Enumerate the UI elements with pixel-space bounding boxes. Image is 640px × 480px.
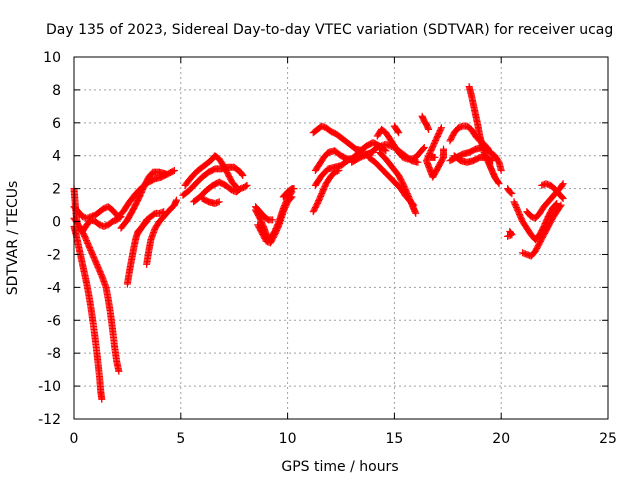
y-tick-label: 4	[52, 149, 61, 165]
data-point	[558, 194, 566, 202]
data-point	[419, 144, 427, 152]
y-tick-label: -8	[47, 346, 61, 362]
data-point	[162, 170, 170, 178]
data-point	[556, 202, 564, 210]
series-arc-33	[465, 83, 503, 188]
series-arc-40	[538, 180, 567, 203]
y-tick-label: 8	[52, 83, 61, 99]
data-point	[98, 395, 106, 403]
series-arc-25	[375, 148, 420, 217]
series-arc-34	[450, 152, 497, 166]
series-arc-39	[523, 180, 567, 222]
series-arc-36	[504, 227, 516, 240]
axis-ticks: 0 5 10 15 20 25 -12 -10 -8 -6 -4 -2 0 2 4 6 8 10	[38, 50, 617, 447]
y-tick-label: 10	[43, 50, 61, 66]
data-point	[288, 193, 296, 201]
data-point	[559, 180, 567, 188]
y-tick-label: -10	[38, 379, 61, 395]
data-point	[507, 189, 515, 197]
data-point	[394, 128, 402, 136]
data-point	[73, 219, 81, 227]
series-arc-13	[190, 178, 251, 206]
data-point	[489, 157, 497, 165]
data-point	[440, 145, 448, 153]
x-tick-label: 10	[279, 431, 297, 447]
y-tick-label: -4	[47, 280, 61, 296]
data-point	[169, 167, 177, 175]
series-arc-18	[279, 185, 298, 201]
x-tick-label: 0	[70, 431, 79, 447]
data-point	[558, 181, 566, 189]
data-point	[395, 129, 403, 137]
data-point	[508, 190, 516, 198]
series-arc-03	[70, 222, 106, 403]
series-arc-35	[504, 185, 516, 198]
series-arc-30	[422, 124, 448, 181]
series-arc-09	[143, 196, 181, 268]
y-tick-label: -12	[38, 412, 61, 428]
series-arc-22	[309, 167, 343, 216]
data-point	[412, 209, 420, 217]
data-marks	[70, 83, 567, 403]
data-point	[239, 171, 247, 179]
data-point	[215, 198, 223, 206]
series-arc-16	[254, 193, 296, 247]
data-point	[414, 158, 422, 166]
data-point	[287, 194, 295, 202]
series-arc-17	[252, 203, 277, 224]
data-point	[487, 156, 495, 164]
series-arc-37	[510, 198, 561, 244]
x-tick-label: 5	[176, 431, 185, 447]
plot-frame	[73, 56, 609, 420]
data-point	[494, 179, 502, 187]
series-arc-04	[76, 224, 123, 375]
series-arc-19	[309, 122, 366, 155]
data-point	[557, 201, 565, 209]
data-point	[497, 167, 505, 175]
data-point	[504, 232, 512, 240]
series-arc-07	[117, 168, 170, 232]
data-point	[269, 216, 277, 224]
data-point	[243, 181, 251, 189]
y-tick-label: 2	[52, 182, 61, 198]
y-tick-label: -6	[47, 313, 61, 329]
data-point	[170, 167, 178, 175]
y-tick-label: -2	[47, 247, 61, 263]
chart-title: Day 135 of 2023, Sidereal Day-to-day VTE…	[46, 22, 613, 38]
data-point	[420, 144, 428, 151]
data-point	[160, 208, 168, 216]
data-point	[431, 153, 439, 161]
data-point	[173, 196, 181, 204]
series-arc-10	[134, 208, 168, 237]
data-point	[238, 170, 246, 178]
series-arc-12	[179, 163, 247, 199]
series-arc-26	[373, 125, 428, 163]
series-arc-38	[519, 201, 565, 260]
data-point	[290, 185, 298, 193]
x-tick-label: 25	[599, 431, 617, 447]
y-tick-label: 0	[52, 215, 61, 231]
series-arc-14	[198, 195, 223, 207]
x-tick-label: 15	[385, 431, 403, 447]
data-point	[242, 182, 250, 190]
series-arc-27	[390, 122, 403, 137]
data-point	[552, 200, 560, 208]
data-point	[335, 167, 343, 175]
series-arc-05	[70, 185, 81, 227]
x-axis-title: GPS time / hours	[281, 459, 398, 475]
y-tick-label: 6	[52, 116, 61, 132]
data-point	[115, 367, 123, 375]
y-axis-title: SDTVAR / TECUs	[5, 181, 21, 296]
series-arc-28	[418, 112, 433, 133]
x-tick-label: 20	[492, 431, 510, 447]
data-point	[495, 180, 503, 188]
data-point	[382, 147, 390, 155]
data-point	[425, 125, 433, 133]
data-point	[559, 195, 567, 203]
data-point	[553, 199, 561, 207]
